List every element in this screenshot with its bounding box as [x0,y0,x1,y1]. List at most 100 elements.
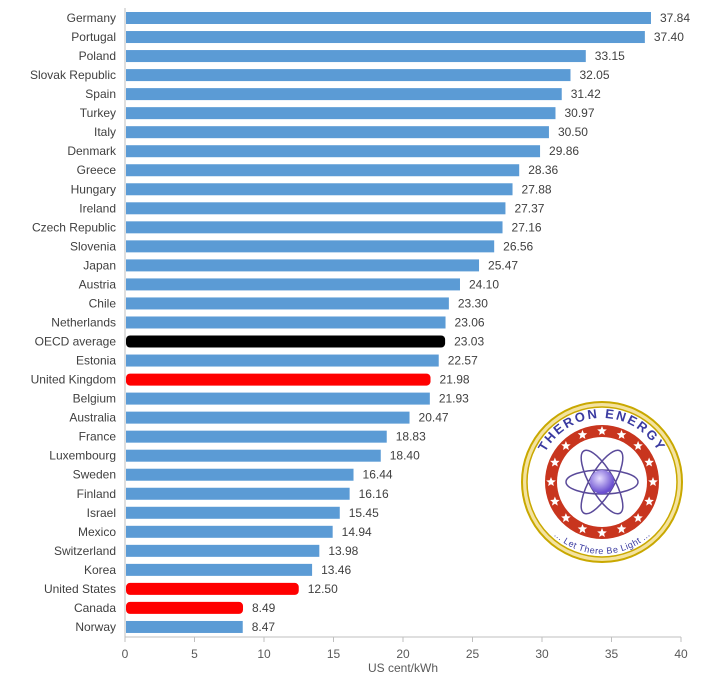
theron-energy-logo: THERON ENERGY ... Let There Be Light ... [521,401,683,563]
x-axis-label: US cent/kWh [368,661,438,675]
bar [126,240,495,253]
category-label: Mexico [78,525,116,539]
data-label: 27.37 [514,201,544,215]
bars-group: Germany 37.84 Portugal 37.40 Poland 33.15 Slov… [30,11,690,634]
category-label: Portugal [71,30,116,44]
star-icon [648,477,658,486]
data-label: 29.86 [549,144,579,158]
bar [126,582,299,595]
star-icon [633,513,643,523]
category-label: Canada [74,601,116,615]
category-label: France [79,430,117,444]
category-label: Luxembourg [49,449,116,463]
category-label: United Kingdom [31,373,116,387]
data-label: 15.45 [349,506,379,520]
data-label: 13.98 [328,544,358,558]
category-label: Hungary [71,182,116,196]
data-label: 18.83 [396,430,426,444]
category-label: Denmark [67,144,117,158]
x-tick-label: 15 [327,647,341,661]
bar [126,506,340,519]
category-label: Slovenia [70,239,116,253]
category-label: Turkey [80,106,116,120]
category-label: Israel [87,506,116,520]
x-tick-label: 5 [191,647,198,661]
data-label: 22.57 [448,354,478,368]
bar [126,221,503,234]
data-label: 26.56 [503,239,533,253]
category-label: Switzerland [54,544,116,558]
data-label: 23.03 [454,335,484,349]
data-label: 37.84 [660,11,690,25]
bar [126,411,410,424]
star-icon [616,429,627,439]
bar [126,126,549,139]
bar [126,487,350,500]
category-label: Estonia [76,354,116,368]
bar [126,430,387,443]
data-label: 37.40 [654,30,684,44]
category-label: Slovak Republic [30,68,116,82]
category-label: Spain [85,87,116,101]
category-label: Korea [84,563,116,577]
bar [126,620,243,633]
data-label: 28.36 [528,163,558,177]
data-label: 18.40 [390,449,420,463]
data-label: 24.10 [469,277,499,291]
category-label: Austria [79,277,117,291]
bar [126,145,541,158]
bar [126,278,460,291]
category-label: United States [44,582,116,596]
data-label: 27.16 [512,220,542,234]
star-icon [597,426,607,435]
category-label: Italy [94,125,116,139]
bar [126,468,354,481]
star-icon [577,429,588,439]
data-label: 16.16 [359,487,389,501]
bar [126,202,506,215]
category-label: Poland [79,49,116,63]
bar [126,335,446,348]
star-icon [644,457,654,467]
bar [126,373,431,386]
data-label: 32.05 [579,68,609,82]
bar [126,12,651,24]
x-tick-label: 35 [605,647,619,661]
bar [126,31,645,44]
category-label: OECD average [35,335,117,349]
data-label: 27.88 [522,182,552,196]
data-label: 25.47 [488,258,518,272]
category-label: Belgium [73,392,116,406]
star-icon [561,440,571,450]
bar [126,259,480,272]
star-icon [550,457,560,467]
star-icon [546,477,556,486]
category-label: Norway [75,620,116,634]
bar [126,525,333,538]
x-tick-label: 20 [396,647,410,661]
star-icon [550,496,560,506]
data-label: 33.15 [595,49,625,63]
data-label: 21.98 [440,373,470,387]
category-label: Netherlands [51,315,116,329]
data-label: 8.47 [252,620,276,634]
bar [126,392,430,405]
category-label: Australia [69,411,116,425]
category-label: Ireland [79,201,116,215]
category-label: Finland [77,487,116,501]
x-tick-label: 25 [466,647,480,661]
bar [126,183,513,196]
data-label: 30.97 [564,106,594,120]
category-label: Sweden [73,468,116,482]
star-icon [644,496,654,506]
x-axis: 0 5 10 15 20 25 30 35 40 [122,8,688,661]
data-label: 31.42 [571,87,601,101]
bar [126,354,439,367]
data-label: 20.47 [419,411,449,425]
bar [126,563,313,576]
x-tick-label: 10 [257,647,271,661]
data-label: 8.49 [252,601,276,615]
bar [126,107,556,120]
bar [126,316,446,329]
